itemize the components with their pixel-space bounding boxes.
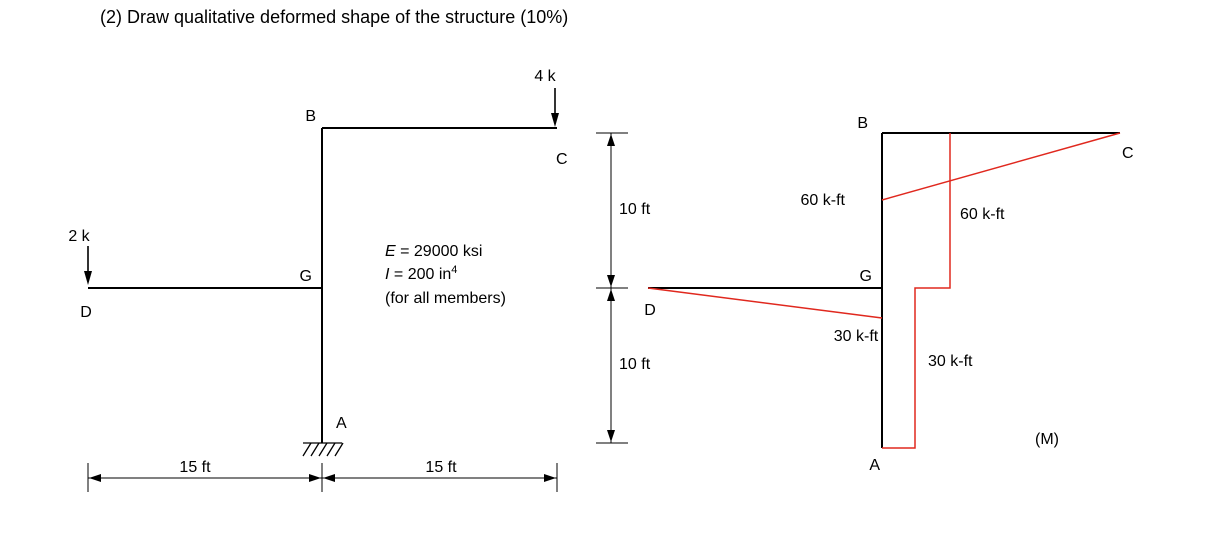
arrowhead-up-mid — [607, 289, 615, 301]
moment-node-label-c: C — [1122, 145, 1134, 162]
property-e-value: = 29000 ksi — [396, 243, 483, 260]
support-hatch-lines — [302, 442, 344, 457]
arrowhead-left-mid-right — [323, 474, 335, 482]
arrowhead-right-mid-left — [309, 474, 321, 482]
moment-curve-bc — [881, 132, 1121, 201]
property-e-symbol: E — [385, 243, 396, 260]
node-label-c: C — [556, 151, 568, 168]
load-arrow-4k-head — [551, 113, 559, 127]
moment-frame — [648, 132, 1120, 448]
load-arrow-4k: 4 k — [534, 68, 559, 127]
moment-diagram-tag: (M) — [1035, 431, 1059, 448]
material-properties: E = 29000 ksi I = 200 in4 (for all membe… — [385, 243, 506, 307]
moment-node-label-a: A — [869, 457, 880, 474]
load-arrow-2k-head — [84, 271, 92, 285]
dimension-label-10ft-upper: 10 ft — [619, 201, 651, 218]
moment-diagram-lines — [647, 132, 1121, 449]
moment-node-label-g: G — [860, 268, 872, 285]
property-i-superscript: 4 — [451, 264, 457, 276]
property-e: E = 29000 ksi — [385, 243, 482, 260]
arrowhead-right-end — [544, 474, 556, 482]
arrowhead-left-end — [89, 474, 101, 482]
frame-structure — [88, 127, 557, 443]
horizontal-dimension-arrowheads — [89, 474, 556, 482]
vertical-dimension-ticks — [596, 132, 628, 444]
horizontal-dimension — [87, 463, 558, 492]
load-label-2k: 2 k — [68, 228, 90, 245]
property-i-value: = 200 in — [389, 266, 451, 283]
moment-node-label-b: B — [857, 115, 868, 132]
arrowhead-down-mid — [607, 275, 615, 287]
moment-value-dg: 30 k-ft — [834, 328, 879, 345]
dimension-label-10ft-lower: 10 ft — [619, 356, 651, 373]
arrowhead-up-top — [607, 134, 615, 146]
node-label-d: D — [80, 304, 92, 321]
node-label-b: B — [305, 108, 316, 125]
moment-curve-dg — [647, 287, 883, 319]
property-note: (for all members) — [385, 290, 506, 307]
property-i: I = 200 in4 — [385, 264, 457, 283]
dimension-label-15ft-right: 15 ft — [425, 459, 457, 476]
moment-node-label-d: D — [644, 302, 656, 319]
node-label-g: G — [300, 268, 312, 285]
dimension-label-15ft-left: 15 ft — [179, 459, 211, 476]
node-label-a: A — [336, 415, 347, 432]
load-label-4k: 4 k — [534, 68, 556, 85]
moment-value-bc: 60 k-ft — [801, 192, 846, 209]
vertical-dimension — [596, 132, 628, 444]
problem-title: (2) Draw qualitative deformed shape of t… — [100, 7, 568, 27]
fixed-support-hatch — [302, 442, 344, 457]
property-i-symbol: I — [385, 266, 390, 283]
arrowhead-down-bottom — [607, 430, 615, 442]
moment-value-ga: 30 k-ft — [928, 353, 973, 370]
vertical-dimension-arrowheads — [607, 134, 615, 442]
moment-value-bg: 60 k-ft — [960, 206, 1005, 223]
moment-curve-column — [882, 133, 951, 449]
load-arrow-2k: 2 k — [68, 228, 92, 285]
